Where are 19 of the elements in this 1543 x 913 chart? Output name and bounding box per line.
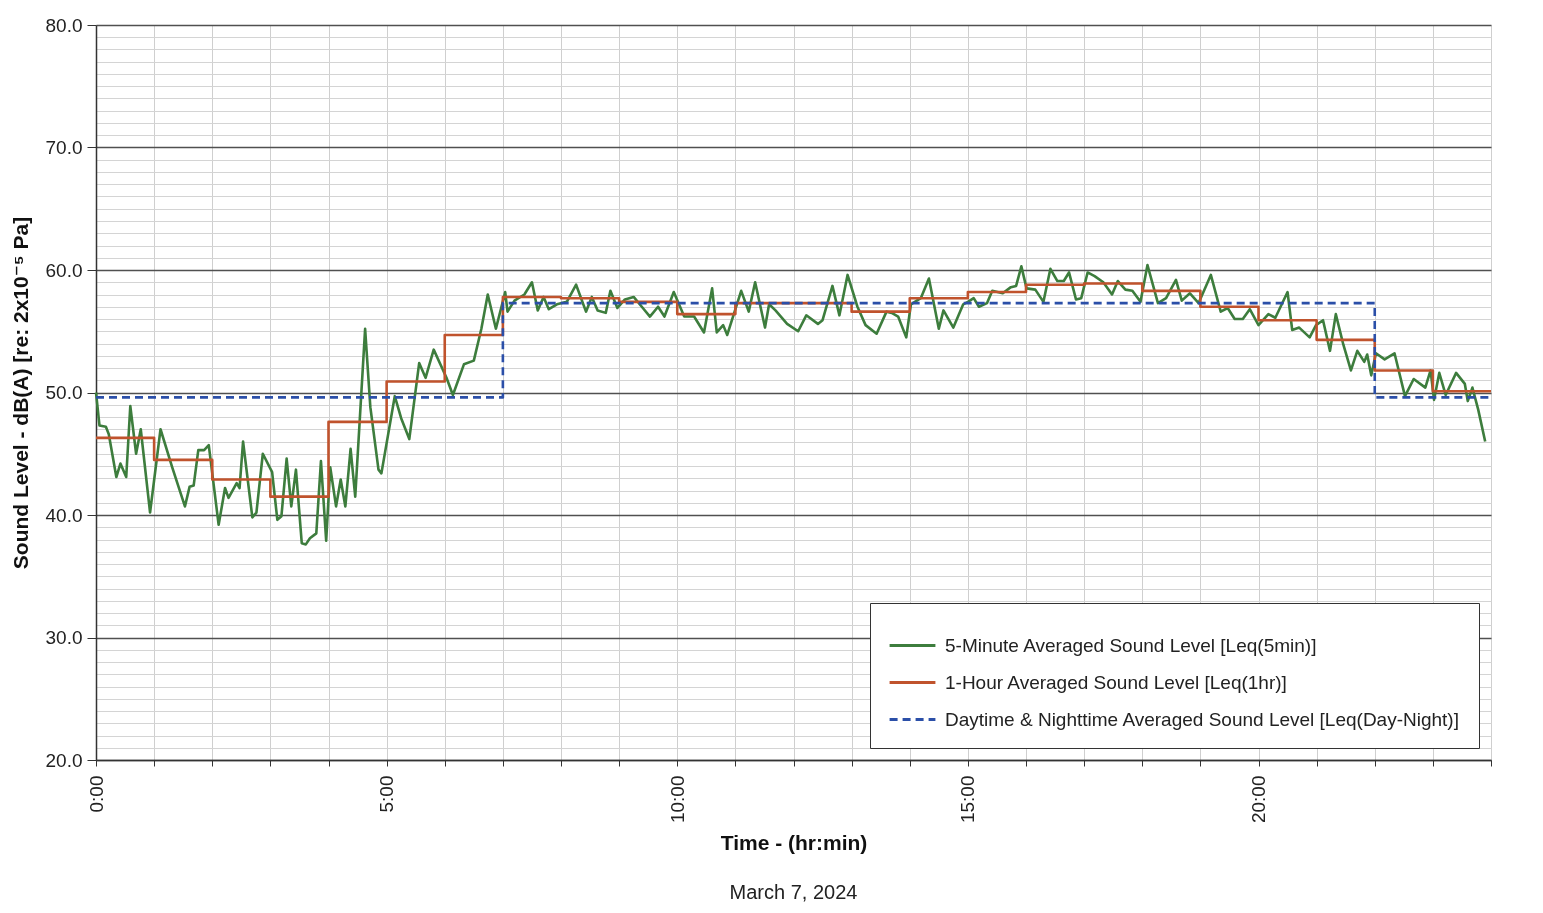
y-tick-label: 50.0 [45, 382, 83, 403]
y-tick-label: 20.0 [45, 749, 83, 771]
y-tick-label: 60.0 [45, 259, 83, 281]
legend-label: 5-Minute Averaged Sound Level [Leq(5min)] [945, 634, 1317, 656]
x-tick-label: 0:00 [85, 775, 107, 813]
legend-label: Daytime & Nighttime Averaged Sound Level [Leq(Day-Night)] [945, 708, 1459, 730]
y-axis-title: Sound Level - dB(A) [re: 2x10⁻⁵ Pa] [8, 216, 32, 570]
y-tick-label: 40.0 [45, 504, 83, 526]
y-tick-label: 30.0 [45, 627, 83, 648]
legend-label: 1-Hour Averaged Sound Level [Leq(1hr)] [945, 671, 1287, 693]
x-axis-title: Time - (hr:min) [720, 831, 868, 855]
y-tick-label: 70.0 [45, 137, 83, 158]
line-series [94, 263, 1487, 546]
y-tick-label: 80.0 [45, 14, 83, 36]
x-tick-label: 5:00 [376, 775, 398, 813]
x-tick-label: 15:00 [957, 775, 979, 824]
x-tick-label: 20:00 [1248, 775, 1269, 824]
text: March 7, 2024 [729, 881, 858, 903]
x-tick-label: 10:00 [666, 775, 688, 824]
